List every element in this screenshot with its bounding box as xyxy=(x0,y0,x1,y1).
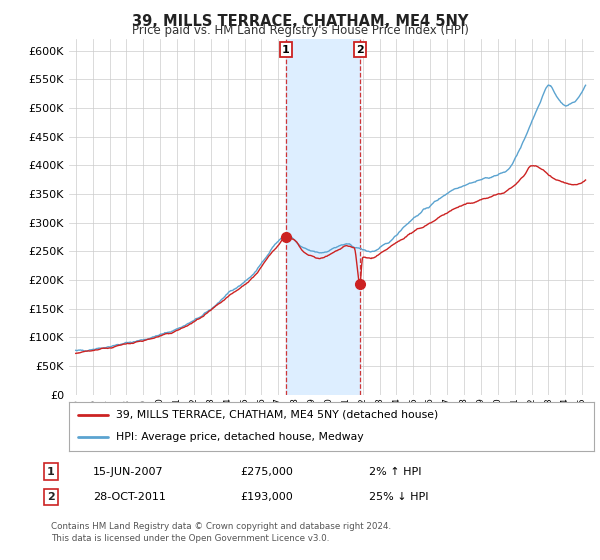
Text: Price paid vs. HM Land Registry's House Price Index (HPI): Price paid vs. HM Land Registry's House … xyxy=(131,24,469,37)
Text: HPI: Average price, detached house, Medway: HPI: Average price, detached house, Medw… xyxy=(116,432,364,442)
Text: Contains HM Land Registry data © Crown copyright and database right 2024.
This d: Contains HM Land Registry data © Crown c… xyxy=(51,522,391,543)
Text: 25% ↓ HPI: 25% ↓ HPI xyxy=(369,492,428,502)
Text: 15-JUN-2007: 15-JUN-2007 xyxy=(93,466,164,477)
Text: 2: 2 xyxy=(356,45,364,54)
Text: 39, MILLS TERRACE, CHATHAM, ME4 5NY (detached house): 39, MILLS TERRACE, CHATHAM, ME4 5NY (det… xyxy=(116,410,439,420)
Text: 1: 1 xyxy=(282,45,290,54)
Text: £275,000: £275,000 xyxy=(240,466,293,477)
Text: 2% ↑ HPI: 2% ↑ HPI xyxy=(369,466,421,477)
Text: 2: 2 xyxy=(47,492,55,502)
Bar xyxy=(286,39,360,395)
Text: 39, MILLS TERRACE, CHATHAM, ME4 5NY: 39, MILLS TERRACE, CHATHAM, ME4 5NY xyxy=(132,14,468,29)
Text: £193,000: £193,000 xyxy=(240,492,293,502)
Text: 1: 1 xyxy=(47,466,55,477)
Text: 28-OCT-2011: 28-OCT-2011 xyxy=(93,492,166,502)
